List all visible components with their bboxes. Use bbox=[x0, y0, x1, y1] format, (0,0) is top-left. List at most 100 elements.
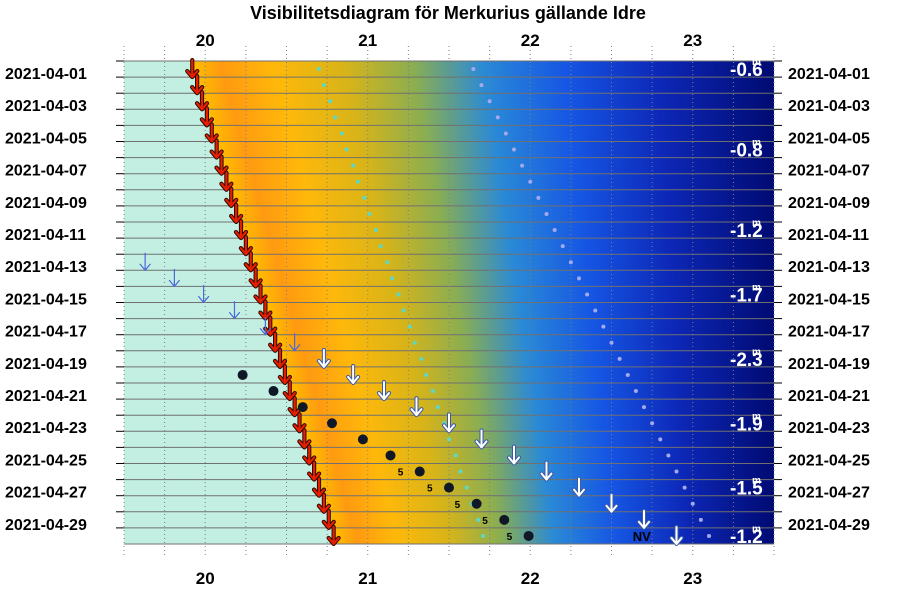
day-band bbox=[124, 125, 212, 142]
mercury-set-arrow bbox=[139, 252, 151, 271]
date-label-left: 2021-04-11 bbox=[5, 227, 86, 244]
civil-dusk-dot bbox=[351, 163, 356, 168]
magnitude-unit: m bbox=[752, 524, 761, 535]
hour-tick-label-top: 20 bbox=[196, 31, 215, 50]
hour-tick-label-top: 21 bbox=[358, 31, 377, 50]
twilight-band bbox=[260, 286, 774, 303]
civil-dusk-dot bbox=[396, 292, 401, 297]
mercury-set-arrow bbox=[168, 268, 180, 287]
day-band bbox=[124, 527, 334, 545]
day-band bbox=[124, 109, 207, 126]
date-label-right: 2021-04-11 bbox=[788, 227, 869, 244]
magnitude-label: -1.5 bbox=[730, 479, 763, 500]
civil-dusk-dot bbox=[317, 67, 321, 72]
day-band bbox=[124, 302, 266, 320]
date-label-left: 2021-04-15 bbox=[5, 291, 87, 308]
day-band bbox=[124, 511, 329, 529]
chart-title: Visibilitetsdiagram för Merkurius gällan… bbox=[250, 3, 646, 23]
magnitude-unit: m bbox=[752, 476, 761, 487]
day-band bbox=[124, 479, 319, 497]
civil-dusk-dot bbox=[328, 99, 333, 104]
sunset-arrow bbox=[194, 90, 210, 112]
day-band bbox=[124, 77, 198, 94]
day-band bbox=[124, 93, 202, 110]
civil-dusk-dot bbox=[367, 211, 372, 216]
mercury-set-arrow bbox=[346, 363, 361, 385]
date-label-right: 2021-04-21 bbox=[788, 388, 870, 405]
nautical-dusk-dot bbox=[520, 163, 525, 168]
altitude-label: 5 bbox=[507, 532, 513, 543]
sunset-arrow bbox=[272, 347, 288, 369]
date-label-right: 2021-04-27 bbox=[788, 485, 870, 502]
sunset-arrow bbox=[297, 428, 312, 450]
date-label-left: 2021-04-09 bbox=[5, 195, 87, 212]
twilight-band bbox=[299, 415, 774, 432]
day-band bbox=[124, 463, 315, 481]
magnitude-unit: m bbox=[752, 411, 761, 422]
mercury-set-arrow bbox=[604, 492, 619, 514]
date-label-right: 2021-04-15 bbox=[788, 291, 870, 308]
civil-dusk-dot bbox=[401, 308, 406, 313]
altitude-label: 5 bbox=[482, 516, 488, 527]
civil-dusk-dot bbox=[430, 389, 435, 394]
twilight-band bbox=[236, 205, 774, 223]
twilight-band bbox=[245, 238, 774, 255]
twilight-band bbox=[211, 125, 774, 142]
day-band bbox=[124, 447, 310, 464]
hour-tick-label-bottom: 20 bbox=[196, 569, 215, 588]
sunset-arrow bbox=[311, 476, 327, 498]
date-label-right: 2021-04-13 bbox=[788, 259, 870, 276]
mercury-set-arrow bbox=[377, 380, 391, 402]
civil-dusk-dot bbox=[481, 533, 486, 538]
day-band bbox=[124, 157, 222, 175]
twilight-band bbox=[241, 222, 774, 239]
magnitude-unit: m bbox=[752, 57, 761, 68]
hour-tick-label-bottom: 23 bbox=[683, 569, 702, 588]
mercury-set-arrow bbox=[539, 460, 554, 482]
day-band bbox=[124, 238, 246, 255]
day-band bbox=[124, 270, 256, 287]
mercury-altitude-point bbox=[237, 369, 248, 380]
date-label-left: 2021-04-13 bbox=[5, 259, 87, 276]
nv-label: NV bbox=[633, 529, 651, 544]
civil-dusk-dot bbox=[333, 115, 338, 120]
mercury-set-arrow bbox=[669, 524, 684, 546]
sunset-arrow bbox=[287, 396, 302, 418]
mercury-altitude-point bbox=[414, 466, 425, 477]
date-label-left: 2021-04-03 bbox=[5, 98, 87, 115]
nautical-dusk-dot bbox=[674, 469, 679, 474]
nautical-dusk-dot bbox=[601, 324, 606, 329]
twilight-band bbox=[333, 527, 774, 545]
twilight-band bbox=[314, 463, 774, 481]
mercury-altitude-point bbox=[471, 498, 482, 509]
nautical-dusk-dot bbox=[577, 276, 581, 281]
nautical-dusk-dot bbox=[552, 228, 557, 233]
date-label-right: 2021-04-01 bbox=[788, 66, 870, 83]
nautical-dusk-dot bbox=[479, 83, 484, 88]
mercury-altitude-point bbox=[327, 418, 337, 429]
mercury-set-arrow bbox=[316, 347, 331, 369]
twilight-band bbox=[270, 318, 774, 336]
twilight-band bbox=[328, 511, 774, 529]
day-band bbox=[124, 415, 300, 432]
date-label-left: 2021-04-25 bbox=[5, 452, 87, 469]
sunset-arrow bbox=[277, 363, 292, 386]
date-label-left: 2021-04-29 bbox=[5, 517, 87, 534]
nautical-dusk-dot bbox=[528, 179, 533, 184]
date-label-right: 2021-04-17 bbox=[788, 324, 870, 341]
mercury-set-arrow bbox=[409, 396, 424, 418]
magnitude-label: -1.9 bbox=[730, 414, 763, 435]
date-label-left: 2021-04-21 bbox=[5, 388, 87, 405]
day-band bbox=[124, 350, 280, 368]
axes: 20 20 21 21 22 22 23 23 2021-04-01 2021-04-01 2021… bbox=[5, 31, 870, 588]
magnitude-label: -1.2 bbox=[730, 527, 763, 548]
civil-dusk-dot bbox=[424, 372, 429, 377]
sunset-arrow bbox=[248, 267, 263, 289]
sunset-arrow bbox=[268, 331, 283, 353]
date-label-right: 2021-04-23 bbox=[788, 420, 870, 437]
nautical-dusk-dot bbox=[707, 533, 711, 538]
magnitude-label: -0.6 bbox=[730, 60, 763, 81]
civil-dusk-dot bbox=[435, 405, 440, 410]
mercury-set-arrow bbox=[637, 508, 651, 530]
